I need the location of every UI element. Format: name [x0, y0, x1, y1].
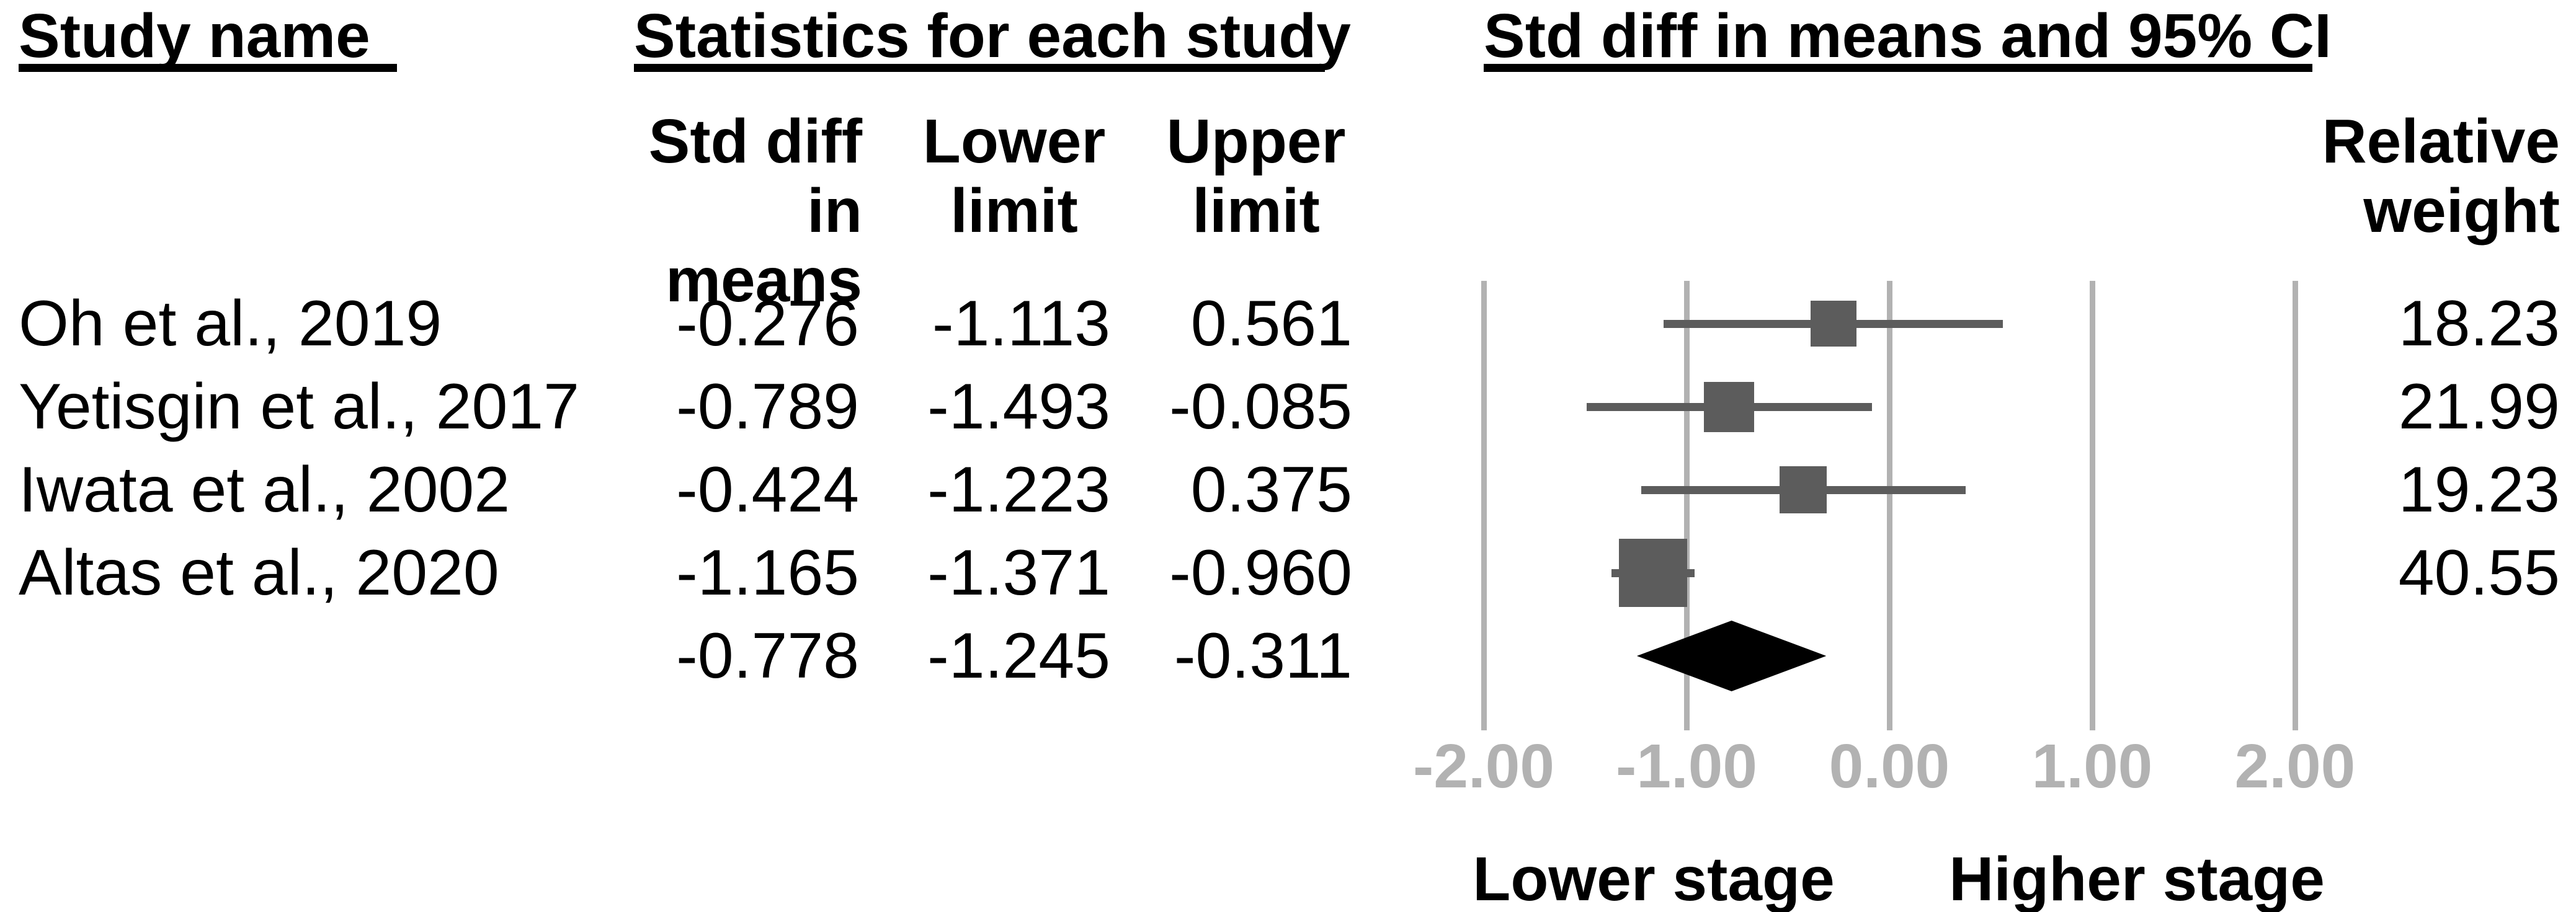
relative-weight-cell: 40.55 — [2398, 537, 2560, 609]
study-name-header: Study name — [19, 1, 370, 71]
std-diff-cell: -0.276 — [676, 288, 859, 360]
higher-stage-label: Higher stage — [1949, 844, 2325, 912]
study-name-cell: Yetisgin et al., 2017 — [19, 371, 579, 443]
overall-std-diff-cell: -0.778 — [676, 620, 859, 692]
study-point-square — [1619, 539, 1688, 607]
plot-header-underline — [1484, 64, 2312, 72]
overall-upper-limit-cell: -0.311 — [1174, 620, 1352, 692]
overall-diamond — [1636, 621, 1827, 691]
std-diff-cell: -0.424 — [676, 454, 859, 526]
gridline — [1481, 281, 1487, 730]
upper-limit-cell: 0.561 — [1190, 288, 1352, 360]
study-point-square — [1704, 381, 1755, 432]
study-point-square — [1780, 466, 1827, 513]
upper-limit-cell: -0.085 — [1169, 371, 1352, 443]
upper-limit-cell: 0.375 — [1190, 454, 1352, 526]
lower-stage-label: Lower stage — [1473, 844, 1835, 912]
relative-weight-cell: 18.23 — [2398, 288, 2560, 360]
plot-header: Std diff in means and 95% CI — [1484, 1, 2332, 71]
upper-limit-cell: -0.960 — [1169, 537, 1352, 609]
lower-limit-cell: -1.493 — [927, 371, 1110, 443]
lower-limit-cell: -1.113 — [932, 288, 1110, 360]
statistics-header: Statistics for each study — [634, 1, 1351, 71]
gridline — [1887, 281, 1892, 730]
subheader-lower-limit: Lower limit — [922, 107, 1106, 246]
lower-limit-cell: -1.371 — [927, 537, 1110, 609]
axis-tick-label: 2.00 — [2234, 732, 2356, 801]
study-name-cell: Iwata et al., 2002 — [19, 454, 510, 526]
relative-weight-cell: 21.99 — [2398, 371, 2560, 443]
study-name-cell: Altas et al., 2020 — [19, 537, 499, 609]
study-name-cell: Oh et al., 2019 — [19, 288, 442, 360]
std-diff-cell: -0.789 — [676, 371, 859, 443]
axis-tick-label: -1.00 — [1616, 732, 1757, 801]
lower-limit-cell: -1.223 — [927, 454, 1110, 526]
study-point-square — [1810, 301, 1856, 347]
subheader-std-diff-in-means: Std diff in means — [648, 107, 862, 315]
axis-tick-label: 1.00 — [2031, 732, 2153, 801]
subheader-relative-weight: Relative weight — [2322, 107, 2560, 246]
statistics-underline — [634, 64, 1325, 72]
gridline — [2090, 281, 2095, 730]
subheader-upper-limit: Upper limit — [1166, 107, 1346, 246]
std-diff-cell: -1.165 — [676, 537, 859, 609]
gridline — [1684, 281, 1690, 730]
gridline — [2293, 281, 2298, 730]
overall-lower-limit-cell: -1.245 — [927, 620, 1110, 692]
relative-weight-cell: 19.23 — [2398, 454, 2560, 526]
axis-tick-label: 0.00 — [1829, 732, 1950, 801]
axis-tick-label: -2.00 — [1413, 732, 1554, 801]
study-name-underline — [19, 64, 397, 72]
